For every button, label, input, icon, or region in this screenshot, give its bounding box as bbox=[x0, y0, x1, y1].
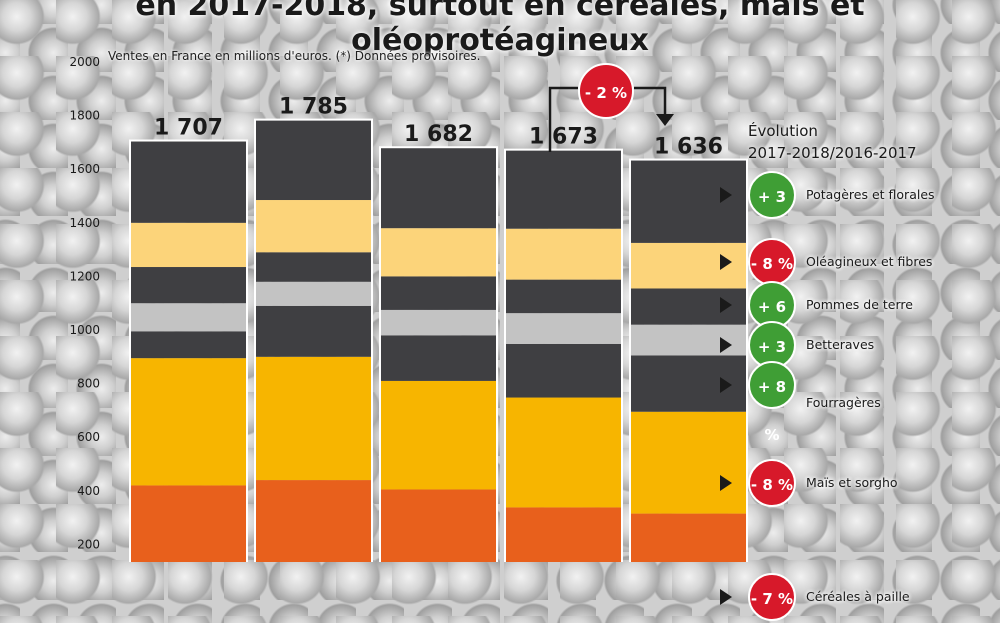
bar-total-label: 1 707 bbox=[154, 116, 223, 141]
legend-title: Évolution 2017-2018/2016-2017 bbox=[748, 120, 938, 164]
bars bbox=[129, 118, 748, 562]
legend-item: - 8 % Maïs et sorgho bbox=[720, 458, 990, 507]
bar-segment-fourrageres bbox=[380, 335, 497, 381]
y-tick-label: 200 bbox=[77, 537, 100, 551]
legend-title-line-2: 2017-2018/2016-2017 bbox=[748, 144, 917, 162]
bar-segment-pommes bbox=[380, 276, 497, 310]
legend-item: - 8 % Oléagineux et fibres bbox=[720, 237, 990, 286]
y-axis: 200 400 600 800 1000 1200 1400 1600 1800 2000 bbox=[69, 55, 100, 551]
legend-label: Maïs et sorgho bbox=[806, 474, 898, 490]
arrow-right-icon bbox=[720, 186, 732, 203]
total-labels: 1 707 1 785 1 682 1 673 1 636 bbox=[154, 95, 723, 160]
y-tick-label: 400 bbox=[77, 484, 100, 498]
bar-segment-mais bbox=[130, 358, 247, 486]
bar-total-label: 1 682 bbox=[404, 122, 473, 147]
bar-segment-fourrageres bbox=[255, 305, 372, 357]
y-tick-label: 1000 bbox=[69, 323, 100, 337]
arrow-right-icon bbox=[720, 588, 732, 605]
arrow-right-icon bbox=[720, 474, 732, 491]
chart-title: en 2017-2018, surtout en céréales, maïs … bbox=[135, 0, 865, 58]
overall-change-badge: - 2 % bbox=[578, 63, 634, 119]
bar-segment-mais bbox=[380, 380, 497, 490]
legend-item: - 7 % Céréales à paille bbox=[720, 572, 990, 621]
bar-outline bbox=[629, 158, 748, 562]
bar-segment-mais bbox=[505, 397, 622, 508]
chart-subtitle: Ventes en France en millions d'euros. (*… bbox=[108, 49, 481, 63]
y-tick-label: 1600 bbox=[69, 162, 100, 176]
legend-label: Oléagineux et fibres bbox=[806, 253, 933, 269]
change-badge: + 6 % bbox=[748, 280, 796, 364]
bar-segment-oleagineux bbox=[505, 228, 622, 280]
bar-total-label: 1 673 bbox=[529, 125, 598, 150]
bar-segment-potageres bbox=[380, 147, 497, 229]
bar-total-label: 1 785 bbox=[279, 95, 348, 120]
y-tick-label: 600 bbox=[77, 430, 100, 444]
bar-segment-potageres bbox=[255, 119, 372, 201]
y-tick-label: 1200 bbox=[69, 269, 100, 283]
bar-segment-fourrageres bbox=[130, 331, 247, 359]
y-tick-label: 1400 bbox=[69, 216, 100, 230]
arrow-right-icon bbox=[720, 296, 732, 313]
legend-label: Potagères et florales bbox=[806, 186, 935, 202]
legend-item: + 8 % Fourragères bbox=[720, 360, 990, 444]
bar-segment-pommes bbox=[255, 252, 372, 282]
bar-segment-betteraves bbox=[505, 313, 622, 344]
bar-segment-mais bbox=[630, 411, 747, 514]
change-badge: - 8 % bbox=[748, 237, 796, 286]
bar-segment-fourrageres bbox=[505, 343, 622, 398]
bar-segment-potageres bbox=[130, 140, 247, 223]
bar-segment-pommes bbox=[505, 279, 622, 314]
legend-item: + 3 % Potagères et florales bbox=[720, 170, 990, 254]
legend-title-line-1: Évolution bbox=[748, 122, 818, 140]
change-arrow-head bbox=[656, 114, 674, 126]
bar-segment-pommes bbox=[130, 267, 247, 304]
legend-label: Betteraves bbox=[806, 336, 875, 352]
arrow-right-icon bbox=[720, 376, 732, 393]
bar-segment-oleagineux bbox=[130, 222, 247, 268]
bar-segment-oleagineux bbox=[255, 200, 372, 253]
y-tick-label: 800 bbox=[77, 377, 100, 391]
bar-segment-potageres bbox=[505, 149, 622, 229]
bar-segment-oleagineux bbox=[380, 228, 497, 277]
bar-segment-cereales bbox=[505, 507, 622, 562]
y-tick-label: 1800 bbox=[69, 109, 100, 123]
arrow-right-icon bbox=[720, 336, 732, 353]
legend-label: Pommes de terre bbox=[806, 296, 913, 312]
bar-segment-cereales bbox=[630, 513, 747, 562]
bar-segment-cereales bbox=[255, 480, 372, 562]
bar-outline bbox=[379, 146, 498, 562]
bar-outline bbox=[254, 118, 373, 562]
bar-segment-mais bbox=[255, 356, 372, 481]
arrow-right-icon bbox=[720, 253, 732, 270]
change-badge: - 7 % bbox=[748, 572, 796, 621]
change-badge: + 8 % bbox=[748, 360, 796, 444]
bar-segment-cereales bbox=[130, 485, 247, 562]
legend-item: + 6 % Pommes de terre bbox=[720, 280, 990, 364]
bar-segment-betteraves bbox=[255, 281, 372, 306]
bar-total-label: 1 636 bbox=[654, 135, 723, 160]
legend-label: Céréales à paille bbox=[806, 588, 910, 604]
change-badge: + 3 % bbox=[748, 170, 796, 254]
legend-label: Fourragères bbox=[806, 394, 881, 410]
change-arrow bbox=[548, 86, 667, 152]
bar-outline bbox=[129, 139, 248, 562]
bar-outline bbox=[504, 148, 623, 562]
y-tick-label: 2000 bbox=[69, 55, 100, 69]
change-badge: - 8 % bbox=[748, 458, 796, 507]
bar-segment-betteraves bbox=[130, 303, 247, 332]
bar-segment-betteraves bbox=[380, 309, 497, 336]
legend-item: + 3 %Betteraves bbox=[720, 320, 990, 404]
bar-segment-cereales bbox=[380, 489, 497, 562]
